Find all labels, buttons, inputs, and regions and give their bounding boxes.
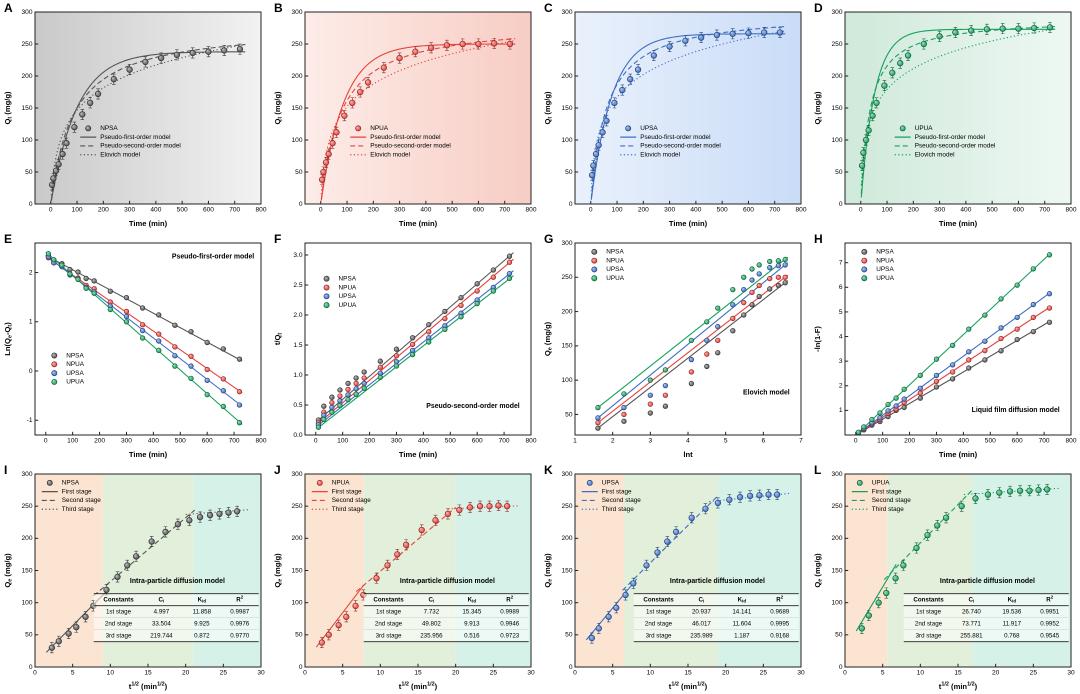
panel-G: G bbox=[540, 231, 810, 462]
panel-letter-D: D bbox=[814, 1, 823, 15]
panel-letter-B: B bbox=[274, 1, 283, 15]
panel-L-chart bbox=[810, 462, 1080, 694]
panel-letter-E: E bbox=[4, 232, 13, 246]
panel-letter-C: C bbox=[544, 1, 553, 15]
panel-A-chart bbox=[0, 0, 270, 231]
panel-H-chart bbox=[810, 231, 1080, 462]
panel-D: D bbox=[810, 0, 1080, 231]
panel-E-chart bbox=[0, 231, 270, 462]
panel-letter-F: F bbox=[274, 232, 282, 246]
panel-C-chart bbox=[540, 0, 810, 231]
panel-A: A bbox=[0, 0, 270, 231]
panel-D-chart bbox=[810, 0, 1080, 231]
panel-B: B bbox=[270, 0, 540, 231]
panel-I: I bbox=[0, 462, 270, 694]
panel-C: C bbox=[540, 0, 810, 231]
panel-letter-K: K bbox=[544, 463, 553, 477]
panel-K: K bbox=[540, 462, 810, 694]
panel-L: L bbox=[810, 462, 1080, 694]
panel-F: F bbox=[270, 231, 540, 462]
panel-letter-L: L bbox=[814, 463, 822, 477]
panel-letter-H: H bbox=[814, 232, 823, 246]
panel-letter-J: J bbox=[274, 463, 281, 477]
panel-F-chart bbox=[270, 231, 540, 462]
panel-J: J bbox=[270, 462, 540, 694]
panel-E: E bbox=[0, 231, 270, 462]
panel-G-chart bbox=[540, 231, 810, 462]
panel-H: H bbox=[810, 231, 1080, 462]
panel-I-chart bbox=[0, 462, 270, 694]
panel-K-chart bbox=[540, 462, 810, 694]
panel-J-chart bbox=[270, 462, 540, 694]
panel-B-chart bbox=[270, 0, 540, 231]
panel-letter-G: G bbox=[544, 232, 554, 246]
panel-letter-I: I bbox=[4, 463, 8, 477]
panel-letter-A: A bbox=[4, 1, 13, 15]
